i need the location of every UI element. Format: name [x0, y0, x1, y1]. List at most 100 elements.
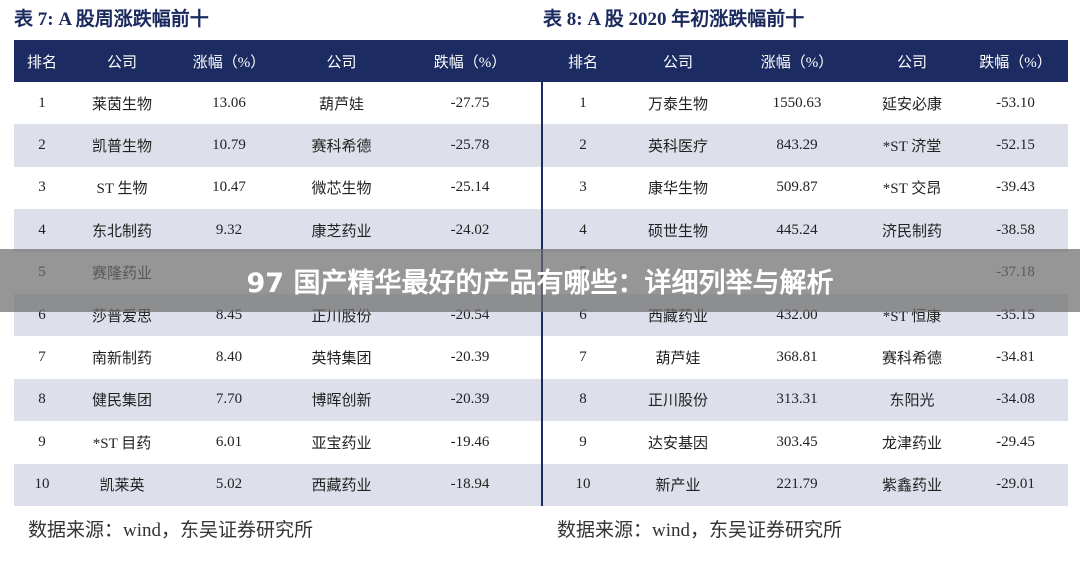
table-cell: 303.45 [776, 433, 818, 450]
table-header: 排名 公司 涨幅（%） 公司 跌幅（%） [543, 40, 1068, 82]
table-cell: 7 [38, 349, 46, 366]
table-cell: 英特集团 [311, 351, 372, 368]
table-cell: 8 [579, 391, 587, 408]
table-row: 9 达安基因 303.45 龙津药业 -29.45 [543, 421, 1068, 463]
table-cell: -25.78 [450, 137, 490, 154]
table-cell: -27.75 [450, 94, 490, 111]
header-cell: 跌幅（%） [433, 54, 507, 71]
table: 排名 公司 涨幅（%） 公司 跌幅（%） 1 万泰生物 1550.63 延安必康 -53.10 2 英… [543, 40, 1068, 506]
table-cell: 6.01 [215, 433, 243, 450]
table-cell: 康芝药业 [311, 223, 372, 240]
table-cell: 9.32 [215, 221, 243, 238]
table-cell: 健民集团 [91, 393, 152, 410]
table-cell: -20.39 [450, 349, 490, 366]
header-cell: 排名 [567, 54, 598, 71]
table-row: 7 南新制药 8.40 英特集团 -20.39 [14, 336, 541, 378]
table-row: 1 莱茵生物 13.06 葫芦娃 -27.75 [14, 82, 541, 124]
table-cell: 7.70 [215, 391, 243, 408]
table-row: 10 新产业 221.79 紫鑫药业 -29.01 [543, 463, 1068, 506]
source-note: 数据来源：wind，东吴证券研究所 [557, 520, 843, 541]
header-cell: 公司 [662, 54, 693, 71]
header-cell: 公司 [326, 54, 357, 71]
table-cell: -52.15 [996, 137, 1035, 154]
table-cell: 凯莱英 [99, 478, 145, 495]
table-cell: 10.47 [212, 179, 246, 196]
table: 排名 公司 涨幅（%） 公司 跌幅（%） 1 莱茵生物 13.06 葫芦娃 -27.75 2 凯普生物… [14, 40, 541, 506]
table-cell: 1550.63 [772, 94, 822, 111]
table-cell: 东阳光 [889, 393, 935, 410]
table-cell: 445.24 [776, 221, 818, 238]
table-cell: 3 [38, 179, 46, 196]
table-row: 8 正川股份 313.31 东阳光 -34.08 [543, 378, 1068, 422]
header-cell: 公司 [896, 54, 927, 71]
header-cell: 跌幅（%） [979, 54, 1052, 71]
table-cell: -19.46 [450, 433, 490, 450]
table-cell: -29.01 [996, 476, 1035, 493]
table-cell: 10.79 [212, 137, 246, 154]
table-cell: 正川股份 [647, 393, 708, 410]
table-cell: -29.45 [996, 433, 1035, 450]
table-cell: 西藏药业 [647, 308, 708, 325]
table-cell: *ST 恒康 [882, 308, 942, 325]
table-row: 1 万泰生物 1550.63 延安必康 -53.10 [543, 82, 1068, 124]
table-cell: *ST 目药 [92, 435, 152, 452]
source-note: 数据来源：wind，东吴证券研究所 [28, 520, 314, 541]
table-cell: 10 [34, 476, 50, 493]
table-cell: -18.94 [450, 476, 490, 493]
table-cell: 葫芦娃 [655, 351, 701, 368]
table-header: 排名 公司 涨幅（%） 公司 跌幅（%） [14, 40, 541, 82]
table-row: 3 ST 生物 10.47 微芯生物 -25.14 [14, 167, 541, 209]
table-row: 3 康华生物 509.87 *ST 交昂 -39.43 [543, 167, 1068, 209]
table-cell: 龙津药业 [881, 435, 942, 452]
table-cell: 凯普生物 [91, 139, 152, 156]
table-row: 4 硕世生物 445.24 济民制药 -38.58 [543, 209, 1068, 252]
table-cell: 济民制药 [881, 223, 942, 240]
table-cell: 博晖创新 [311, 393, 372, 410]
table-cell: 南新制药 [91, 351, 152, 368]
table-cell: 延安必康 [881, 96, 942, 113]
table-cell: 5.02 [215, 476, 243, 493]
table-cell: 6 [38, 306, 46, 323]
table-cell: 10 [575, 476, 591, 493]
table-cell: 3 [579, 179, 587, 196]
table-cell: 2 [38, 137, 46, 154]
table-row: 2 凯普生物 10.79 赛科希德 -25.78 [14, 124, 541, 167]
banner: 97 国产精华最好的产品有哪些：详细列举与解析 [0, 249, 1080, 312]
table-cell: 赛科希德 [311, 139, 372, 156]
table-cell: 莎普爱思 [91, 308, 152, 325]
table-cell: 西藏药业 [311, 478, 372, 495]
table-cell: 东北制药 [91, 223, 152, 240]
table-cell: *ST 交昂 [882, 181, 942, 198]
table-cell: -25.14 [450, 179, 490, 196]
table-cell: 7 [579, 349, 587, 366]
table-cell: -34.08 [996, 391, 1035, 408]
table-cell: 9 [579, 433, 587, 450]
banner-text: 97 国产精华最好的产品有哪些：详细列举与解析 [246, 268, 834, 299]
table-row: 10 凯莱英 5.02 西藏药业 -18.94 [14, 463, 541, 506]
table-cell: 313.31 [776, 391, 818, 408]
table-cell: 368.81 [776, 349, 818, 366]
table-title: 表 8: A 股 2020 年初涨跌幅前十 [543, 9, 805, 30]
table-cell: 2 [579, 137, 587, 154]
table-cell: 13.06 [212, 94, 246, 111]
table-cell: -39.43 [996, 179, 1035, 196]
table-cell: 正川股份 [311, 308, 372, 325]
table-cell: 紫鑫药业 [881, 478, 942, 495]
table-cell: 1 [38, 94, 46, 111]
table-cell: ST 生物 [96, 181, 148, 198]
table-cell: 509.87 [776, 179, 818, 196]
table-cell: 221.79 [776, 476, 818, 493]
table-cell: 葫芦娃 [318, 96, 364, 113]
table-cell: 8.40 [215, 349, 243, 366]
table-cell: 万泰生物 [647, 96, 708, 113]
table-cell: 英科医疗 [647, 139, 708, 156]
table-cell: -20.39 [450, 391, 490, 408]
table-cell: 8 [38, 391, 46, 408]
table-cell: *ST 济堂 [882, 139, 942, 156]
table-row: 7 葫芦娃 368.81 赛科希德 -34.81 [543, 336, 1068, 378]
table-cell: -38.58 [996, 221, 1035, 238]
table-row: 8 健民集团 7.70 博晖创新 -20.39 [14, 378, 541, 422]
table-cell: 843.29 [776, 137, 818, 154]
table-cell: 微芯生物 [311, 181, 372, 198]
